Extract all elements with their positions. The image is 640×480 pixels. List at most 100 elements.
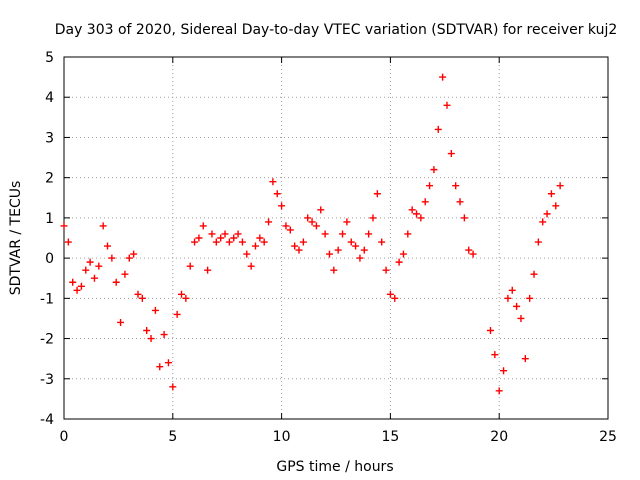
data-point — [347, 238, 355, 246]
data-point — [539, 218, 547, 226]
data-point — [500, 367, 508, 375]
data-point — [77, 282, 85, 290]
data-point — [521, 355, 529, 363]
data-point — [90, 274, 98, 282]
x-tick-labels: 0 5 10 15 20 25 — [60, 429, 617, 445]
data-point — [395, 258, 403, 266]
data-point — [260, 238, 268, 246]
x-tick-label: 0 — [60, 429, 69, 445]
data-point — [265, 218, 273, 226]
y-tick-label: 1 — [45, 211, 54, 227]
data-point — [130, 250, 138, 258]
data-point — [491, 351, 499, 359]
y-tick-label: -4 — [40, 412, 54, 428]
data-point — [447, 150, 455, 158]
data-point — [386, 290, 394, 298]
y-tick-labels: -4 -3 -2 -1 0 1 2 3 4 5 — [40, 50, 54, 428]
data-point — [378, 238, 386, 246]
data-point — [247, 262, 255, 270]
y-tick-label: -1 — [40, 291, 54, 307]
data-point — [186, 262, 194, 270]
data-point — [278, 202, 286, 210]
data-point — [486, 327, 494, 335]
data-point — [243, 250, 251, 258]
data-point — [295, 246, 303, 254]
data-point — [121, 270, 129, 278]
data-point — [143, 327, 151, 335]
y-tick-label: 3 — [45, 130, 54, 146]
data-point — [64, 238, 72, 246]
data-point — [408, 206, 416, 214]
data-point — [330, 266, 338, 274]
data-point — [426, 182, 434, 190]
data-point — [160, 331, 168, 339]
data-point — [430, 166, 438, 174]
data-point — [178, 290, 186, 298]
data-point — [282, 222, 290, 230]
data-point — [526, 294, 534, 302]
data-point — [382, 266, 390, 274]
data-point — [365, 230, 373, 238]
y-tick-label: -2 — [40, 332, 54, 348]
y-axis-label: SDTVAR / TECUs — [8, 181, 24, 296]
data-point — [547, 190, 555, 198]
data-point — [208, 230, 216, 238]
data-point — [212, 238, 220, 246]
data-point — [156, 363, 164, 371]
y-tick-label: 2 — [45, 171, 54, 187]
data-point — [334, 246, 342, 254]
data-point — [417, 214, 425, 222]
data-point — [234, 230, 242, 238]
y-tick-label: 0 — [45, 251, 54, 267]
data-point — [169, 383, 177, 391]
data-point — [82, 266, 90, 274]
data-point — [443, 101, 451, 109]
x-tick-label: 15 — [381, 429, 399, 445]
data-point — [504, 294, 512, 302]
data-point — [452, 182, 460, 190]
x-tick-label: 5 — [168, 429, 177, 445]
data-point — [352, 242, 360, 250]
data-point — [373, 190, 381, 198]
data-point — [291, 242, 299, 250]
data-point — [273, 190, 281, 198]
data-point — [217, 234, 225, 242]
data-point — [513, 302, 521, 310]
data-point — [125, 254, 133, 262]
data-point — [299, 238, 307, 246]
grid — [64, 57, 608, 419]
chart-title: Day 303 of 2020, Sidereal Day-to-day VTE… — [55, 22, 618, 38]
data-point — [108, 254, 116, 262]
data-point — [543, 210, 551, 218]
data-point — [421, 198, 429, 206]
data-point — [117, 318, 125, 326]
data-point — [95, 262, 103, 270]
data-point — [321, 230, 329, 238]
data-point — [413, 210, 421, 218]
data-point — [343, 218, 351, 226]
data-point — [325, 250, 333, 258]
data-point — [308, 218, 316, 226]
data-point — [151, 306, 159, 314]
data-point — [86, 258, 94, 266]
data-point — [469, 250, 477, 258]
data-point — [312, 222, 320, 230]
data-point — [356, 254, 364, 262]
data-point — [99, 222, 107, 230]
data-point — [369, 214, 377, 222]
data-point — [191, 238, 199, 246]
data-point — [251, 242, 259, 250]
axis-ticks — [63, 56, 609, 420]
data-point — [434, 125, 442, 133]
data-point — [456, 198, 464, 206]
data-point — [460, 214, 468, 222]
data-point — [134, 290, 142, 298]
data-point — [360, 246, 368, 254]
x-axis-label: GPS time / hours — [276, 459, 393, 475]
y-tick-label: 5 — [45, 50, 54, 66]
data-point — [404, 230, 412, 238]
data-point — [182, 294, 190, 302]
data-point — [238, 238, 246, 246]
data-point — [495, 387, 503, 395]
data-point — [256, 234, 264, 242]
